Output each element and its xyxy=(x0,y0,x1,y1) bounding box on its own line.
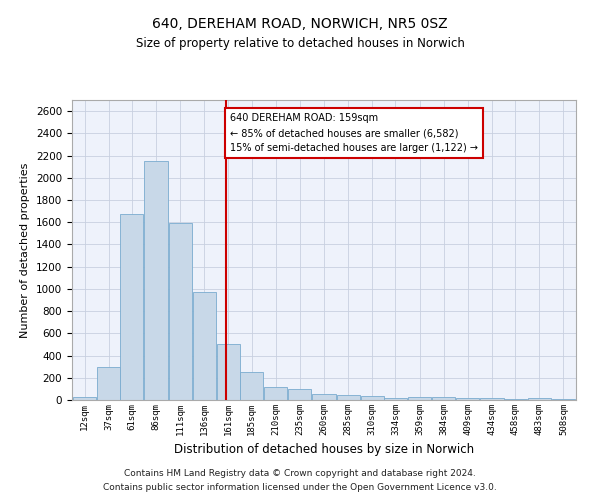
Bar xyxy=(217,344,240,400)
Y-axis label: Number of detached properties: Number of detached properties xyxy=(20,162,31,338)
Bar xyxy=(97,366,120,400)
Bar xyxy=(120,214,143,400)
Bar xyxy=(193,292,216,400)
Text: Size of property relative to detached houses in Norwich: Size of property relative to detached ho… xyxy=(136,38,464,51)
Bar xyxy=(337,395,360,400)
X-axis label: Distribution of detached houses by size in Norwich: Distribution of detached houses by size … xyxy=(174,444,474,456)
Bar xyxy=(384,398,407,400)
Bar xyxy=(145,161,167,400)
Bar xyxy=(456,398,479,400)
Text: Contains public sector information licensed under the Open Government Licence v3: Contains public sector information licen… xyxy=(103,484,497,492)
Bar xyxy=(288,389,311,400)
Bar xyxy=(408,397,431,400)
Bar xyxy=(240,372,263,400)
Text: Contains HM Land Registry data © Crown copyright and database right 2024.: Contains HM Land Registry data © Crown c… xyxy=(124,468,476,477)
Text: 640 DEREHAM ROAD: 159sqm
← 85% of detached houses are smaller (6,582)
15% of sem: 640 DEREHAM ROAD: 159sqm ← 85% of detach… xyxy=(230,114,478,153)
Bar xyxy=(313,394,335,400)
Bar xyxy=(432,397,455,400)
Text: 640, DEREHAM ROAD, NORWICH, NR5 0SZ: 640, DEREHAM ROAD, NORWICH, NR5 0SZ xyxy=(152,18,448,32)
Bar xyxy=(73,397,96,400)
Bar xyxy=(481,398,503,400)
Bar xyxy=(528,398,551,400)
Bar xyxy=(169,223,192,400)
Bar xyxy=(361,396,384,400)
Bar xyxy=(264,386,287,400)
